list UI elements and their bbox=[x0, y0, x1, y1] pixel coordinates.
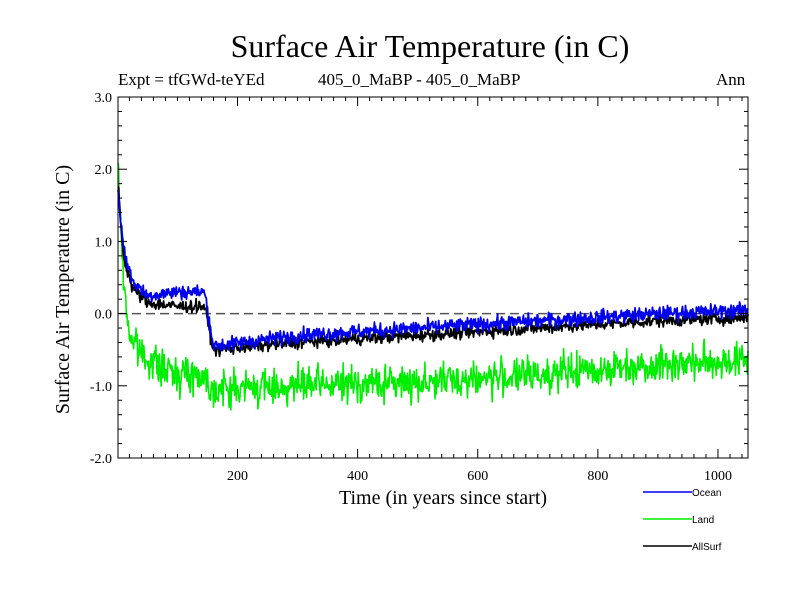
x-axis-title: Time (in years since start) bbox=[339, 487, 547, 509]
y-tick-label: 1.0 bbox=[95, 235, 113, 250]
plot-frame bbox=[117, 96, 749, 459]
season-label: Ann bbox=[716, 70, 746, 89]
y-tick-label: 2.0 bbox=[95, 163, 113, 178]
y-tick-label: 0.0 bbox=[95, 308, 113, 323]
series-line-allsurf bbox=[117, 186, 749, 358]
x-tick-label: 200 bbox=[227, 469, 248, 484]
y-tick-label: -1.0 bbox=[90, 380, 112, 395]
chart-title: Surface Air Temperature (in C) bbox=[230, 28, 630, 64]
x-tick-label: 400 bbox=[347, 469, 368, 484]
y-tick-label: -2.0 bbox=[90, 452, 112, 467]
x-tick-label: 600 bbox=[467, 469, 488, 484]
comparison-label: 405_0_MaBP - 405_0_MaBP bbox=[318, 70, 521, 89]
y-tick-label: 3.0 bbox=[95, 91, 113, 106]
legend-label-ocean: Ocean bbox=[692, 488, 721, 499]
series-line-ocean bbox=[117, 189, 749, 352]
legend-label-allsurf: AllSurf bbox=[692, 542, 722, 553]
legend-label-land: Land bbox=[692, 515, 714, 526]
series-line-land bbox=[117, 162, 749, 411]
y-axis-title: Surface Air Temperature (in C) bbox=[52, 165, 74, 414]
experiment-label: Expt = tfGWd-teYEd bbox=[118, 70, 265, 89]
x-tick-label: 800 bbox=[587, 469, 608, 484]
x-tick-label: 1000 bbox=[704, 469, 732, 484]
